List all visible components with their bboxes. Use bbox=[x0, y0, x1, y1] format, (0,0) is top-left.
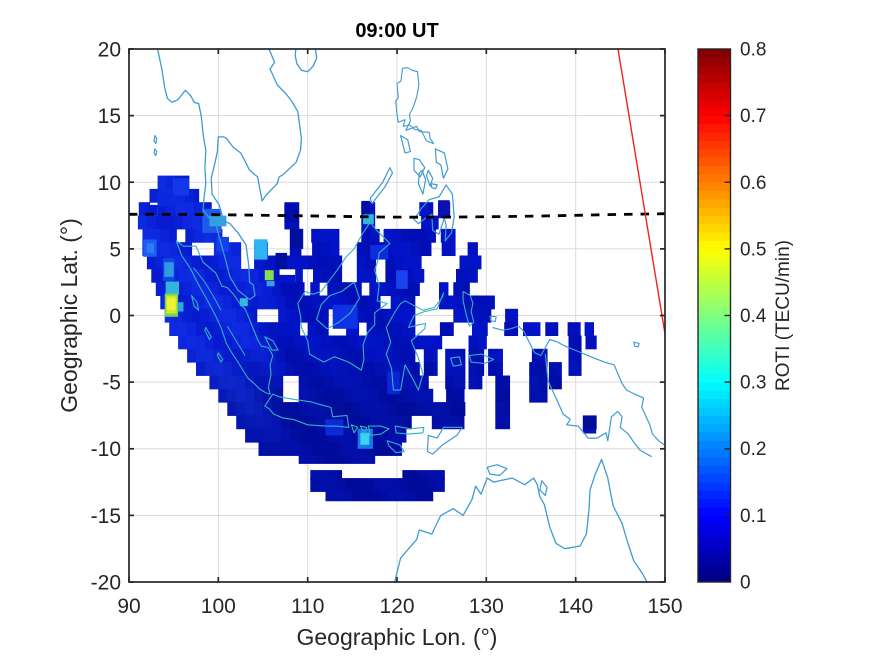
svg-text:0: 0 bbox=[740, 573, 751, 594]
svg-text:-15: -15 bbox=[91, 505, 121, 528]
svg-text:90: 90 bbox=[117, 595, 140, 618]
svg-text:-5: -5 bbox=[102, 372, 121, 395]
svg-text:Geographic Lon. (°): Geographic Lon. (°) bbox=[297, 624, 498, 650]
svg-text:-20: -20 bbox=[91, 572, 121, 595]
svg-text:0.3: 0.3 bbox=[740, 373, 766, 394]
svg-text:0.2: 0.2 bbox=[740, 439, 766, 460]
svg-text:Geographic Lat. (°): Geographic Lat. (°) bbox=[56, 218, 82, 413]
svg-text:120: 120 bbox=[379, 595, 414, 618]
svg-text:10: 10 bbox=[98, 172, 121, 195]
svg-text:100: 100 bbox=[201, 595, 236, 618]
svg-text:0.8: 0.8 bbox=[740, 40, 766, 61]
svg-text:15: 15 bbox=[98, 105, 121, 128]
svg-text:09:00 UT: 09:00 UT bbox=[355, 20, 438, 42]
svg-text:0.5: 0.5 bbox=[740, 239, 766, 260]
svg-text:110: 110 bbox=[291, 595, 324, 618]
svg-text:-10: -10 bbox=[91, 438, 121, 461]
svg-text:0.6: 0.6 bbox=[740, 173, 766, 194]
svg-text:140: 140 bbox=[558, 595, 593, 618]
svg-text:150: 150 bbox=[647, 595, 682, 618]
svg-text:0.7: 0.7 bbox=[740, 106, 766, 127]
svg-text:0.4: 0.4 bbox=[740, 306, 767, 327]
svg-text:5: 5 bbox=[109, 238, 121, 261]
svg-text:20: 20 bbox=[98, 39, 121, 62]
svg-text:0: 0 bbox=[109, 305, 121, 328]
svg-text:130: 130 bbox=[469, 595, 504, 618]
svg-text:0.1: 0.1 bbox=[740, 506, 766, 527]
svg-text:ROTI (TECU/min): ROTI (TECU/min) bbox=[773, 240, 794, 391]
